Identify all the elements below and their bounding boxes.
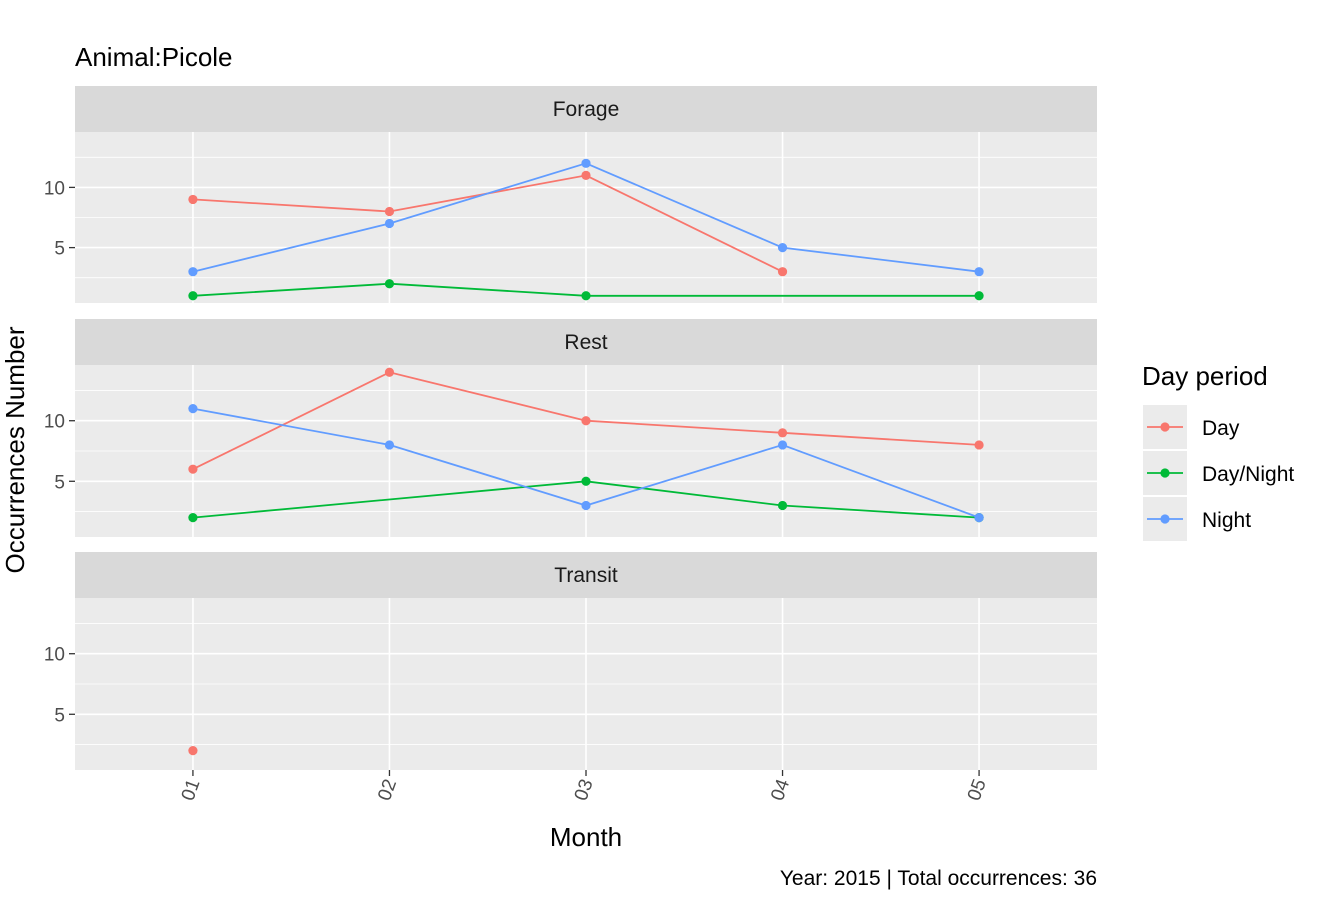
data-point-day-night <box>188 513 198 523</box>
legend-item-day: Day <box>1143 405 1240 449</box>
data-point-night <box>188 267 198 277</box>
data-point-day-night <box>384 279 395 289</box>
data-point-night <box>581 158 591 168</box>
facet-strip-label: Rest <box>564 331 607 354</box>
legend-item-night: Night <box>1143 497 1251 541</box>
x-axis: 01 02 03 04 05 <box>178 770 991 804</box>
series-line-day-night <box>192 480 980 519</box>
x-tick-label: 05 <box>964 777 991 804</box>
legend-key-point <box>1160 468 1170 478</box>
data-point-night <box>384 218 395 229</box>
legend-label: Night <box>1202 509 1251 532</box>
data-point-day <box>188 464 198 474</box>
legend-label: Day/Night <box>1202 463 1294 486</box>
y-tick-label: 5 <box>54 472 65 493</box>
data-point-night <box>777 440 788 450</box>
data-point-day <box>188 194 198 205</box>
data-point-day-night <box>581 476 591 486</box>
data-point-day-night <box>974 291 984 301</box>
facet-strip-label: Forage <box>553 98 620 121</box>
legend-key-point <box>1160 514 1170 524</box>
data-point-day <box>188 746 198 756</box>
data-point-day-night <box>188 291 198 301</box>
panel-rest: Rest 5 10 <box>44 319 1097 537</box>
data-point-day <box>581 416 591 426</box>
facet-panels: Forage 5 10 Rest 5 10 Transit 5 10 <box>44 86 1097 770</box>
panel-transit: Transit 5 10 <box>44 552 1097 770</box>
series-line-day-night <box>192 282 980 297</box>
legend-key-point <box>1160 422 1170 432</box>
legend-title: Day period <box>1142 361 1268 391</box>
x-tick-label: 03 <box>571 777 598 804</box>
data-point-day <box>974 440 984 450</box>
x-axis-title: Month <box>550 822 622 852</box>
data-point-day <box>384 206 395 217</box>
data-point-night <box>777 243 788 253</box>
facet-strip <box>75 552 1097 598</box>
x-tick-label: 01 <box>178 777 205 804</box>
y-axis-title: Occurrences Number <box>0 326 30 573</box>
legend-label: Day <box>1202 417 1240 440</box>
legend-item-day-night: Day/Night <box>1143 451 1294 495</box>
data-point-night <box>974 267 984 277</box>
chart-title: Animal:Picole <box>75 42 233 72</box>
data-point-night <box>188 404 198 414</box>
facet-strip <box>75 86 1097 132</box>
data-point-night <box>384 440 395 450</box>
data-point-day <box>581 170 591 180</box>
data-point-day <box>384 367 395 377</box>
y-tick-label: 10 <box>44 178 65 199</box>
y-tick-label: 10 <box>44 645 65 666</box>
data-point-day-night <box>581 291 591 301</box>
y-tick-label: 10 <box>44 412 65 433</box>
data-point-day <box>777 428 788 438</box>
panel-forage: Forage 5 10 <box>44 86 1097 303</box>
chart-caption: Year: 2015 | Total occurrences: 36 <box>780 867 1097 890</box>
data-point-night <box>581 500 591 511</box>
x-tick-label: 04 <box>767 776 794 803</box>
data-point-day <box>777 267 788 277</box>
legend: Day period Day Day/Night Night <box>1142 361 1294 541</box>
facet-strip-label: Transit <box>554 564 618 587</box>
x-tick-label: 02 <box>374 777 401 804</box>
facet-strip <box>75 319 1097 365</box>
data-point-day-night <box>777 500 788 511</box>
data-point-night <box>974 513 984 523</box>
y-tick-label: 5 <box>54 705 65 726</box>
y-tick-label: 5 <box>54 239 65 260</box>
